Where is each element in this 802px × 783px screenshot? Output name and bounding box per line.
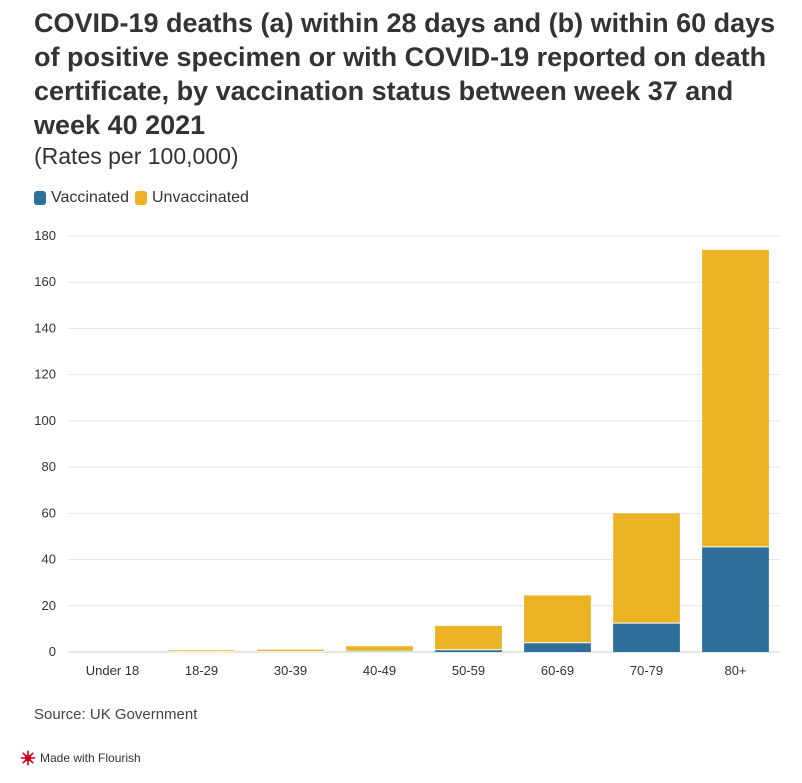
legend-item-unvaccinated[interactable]: Unvaccinated: [134, 189, 249, 207]
bar-vaccinated-50-59[interactable]: [435, 649, 502, 652]
x-tick-label: 80+: [724, 663, 746, 678]
bar-unvaccinated-18-29[interactable]: [168, 650, 235, 652]
legend-swatch-unvaccinated: [134, 191, 147, 205]
chart-subtitle: (Rates per 100,000): [34, 143, 239, 169]
bar-unvaccinated-40-49[interactable]: [346, 646, 413, 652]
legend-label-unvaccinated: Unvaccinated: [151, 189, 249, 206]
bar-vaccinated-80-[interactable]: [702, 546, 769, 652]
x-tick-label: 30-39: [274, 663, 307, 678]
y-tick-label: 20: [42, 598, 56, 613]
x-tick-label: 18-29: [185, 663, 218, 678]
bar-unvaccinated-70-79[interactable]: [613, 513, 680, 624]
y-tick-label: 60: [42, 505, 56, 520]
bar-unvaccinated-50-59[interactable]: [435, 625, 502, 650]
y-tick-label: 140: [34, 320, 56, 335]
bars: [168, 249, 769, 653]
bar-unvaccinated-30-39[interactable]: [257, 649, 324, 652]
y-tick-label: 160: [34, 274, 56, 289]
x-tick-label: 60-69: [541, 663, 574, 678]
gridlines: [68, 235, 780, 653]
stacked-bar-chart: 0 20 40 60 80 100 120 140 160 180 Under 18 18-29 30…: [34, 228, 780, 678]
y-tick-label: 120: [34, 367, 56, 382]
legend-swatch-vaccinated: [34, 191, 46, 205]
flourish-label: Made with Flourish: [40, 751, 141, 765]
bar-vaccinated-60-69[interactable]: [524, 642, 591, 652]
y-tick-label: 80: [42, 459, 56, 474]
x-tick-label: 70-79: [630, 663, 663, 678]
y-axis: 0 20 40 60 80 100 120 140 160 180: [34, 228, 56, 659]
x-tick-label: Under 18: [86, 663, 139, 678]
legend: Vaccinated Unvaccinated: [34, 189, 255, 207]
legend-label-vaccinated: Vaccinated: [51, 189, 129, 206]
chart-title: COVID-19 deaths (a) within 28 days and (…: [34, 8, 776, 140]
x-axis: Under 18 18-29 30-39 40-49 50-59 60-69 70-79 80…: [86, 663, 747, 678]
source-note: Source: UK Government: [34, 706, 198, 723]
bar-unvaccinated-60-69[interactable]: [524, 595, 591, 643]
y-tick-label: 0: [49, 644, 56, 659]
bar-vaccinated-70-79[interactable]: [613, 623, 680, 652]
x-tick-label: 40-49: [363, 663, 396, 678]
made-with-flourish-link[interactable]: Made with Flourish: [20, 750, 141, 766]
y-tick-label: 180: [34, 228, 56, 243]
legend-item-vaccinated[interactable]: Vaccinated: [34, 189, 129, 207]
bar-unvaccinated-80-[interactable]: [702, 249, 769, 547]
x-tick-label: 50-59: [452, 663, 485, 678]
y-tick-label: 100: [34, 413, 56, 428]
y-tick-label: 40: [42, 552, 56, 567]
flourish-logo-icon: [20, 750, 36, 766]
